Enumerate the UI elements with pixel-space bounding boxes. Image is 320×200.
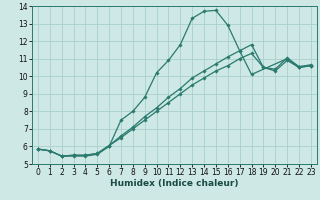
X-axis label: Humidex (Indice chaleur): Humidex (Indice chaleur) (110, 179, 239, 188)
